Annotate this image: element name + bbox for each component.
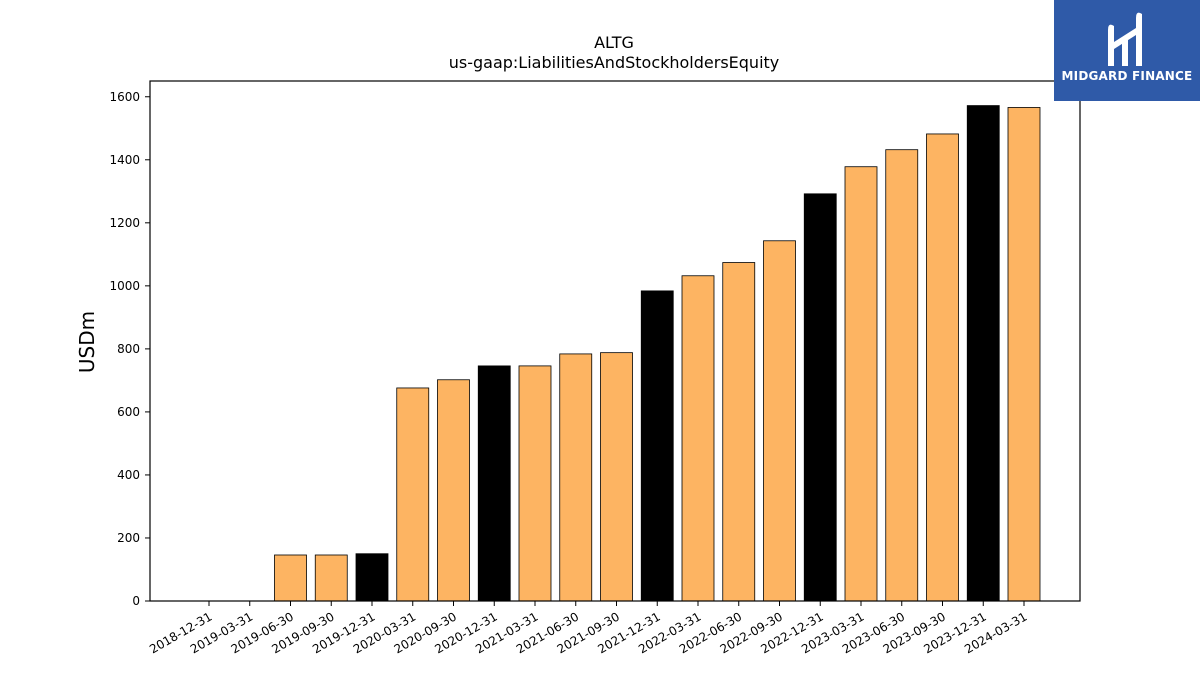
- bar-2023-09-30: [926, 133, 959, 602]
- bar-2020-09-30: [437, 379, 470, 602]
- bar-2023-06-30: [885, 149, 919, 602]
- bar-2022-06-30: [722, 262, 756, 602]
- bars-group: [274, 105, 1041, 602]
- plot-frame: [149, 80, 1081, 602]
- y-tick-label: 600: [117, 405, 140, 419]
- y-tick-label: 1600: [109, 90, 140, 104]
- y-tick-label: 1200: [109, 216, 140, 230]
- y-tick-label: 400: [117, 468, 140, 482]
- y-tick-label: 200: [117, 531, 140, 545]
- y-tick-label: 1000: [109, 279, 140, 293]
- bar-2022-12-31: [803, 193, 837, 602]
- y-tick-label: 0: [132, 594, 140, 608]
- bar-2021-03-31: [518, 365, 552, 602]
- bar-2024-03-31: [1007, 107, 1041, 602]
- bar-2021-09-30: [600, 352, 633, 602]
- logo-mark-icon: [1108, 12, 1142, 67]
- y-axis: 0 200 400 600 800 1000 1200 1400 1600: [109, 90, 150, 608]
- bar-2019-12-31: [355, 553, 389, 602]
- y-tick-label: 800: [117, 342, 140, 356]
- bar-2022-03-31: [681, 275, 715, 602]
- bar-2020-03-31: [396, 387, 430, 602]
- bar-2021-06-30: [559, 353, 593, 602]
- midgard-finance-logo: MIDGARD FINANCE: [1054, 0, 1200, 101]
- chart-subtitle: us-gaap:LiabilitiesAndStockholdersEquity: [449, 53, 780, 72]
- bar-2023-12-31: [966, 105, 1000, 602]
- y-axis-label: USDm: [75, 311, 99, 373]
- bar-2021-12-31: [640, 290, 674, 602]
- y-tick-label: 1400: [109, 153, 140, 167]
- bar-2020-12-31: [477, 365, 511, 602]
- bar-2019-09-30: [314, 554, 348, 602]
- x-axis: 2018-12-312019-03-312019-06-302019-09-30…: [147, 601, 1030, 656]
- logo-text: MIDGARD FINANCE: [1061, 69, 1193, 83]
- bar-2019-06-30: [274, 554, 307, 602]
- bar-2022-09-30: [763, 240, 796, 602]
- chart-title: ALTG: [594, 33, 634, 52]
- bar-2023-03-31: [844, 166, 878, 602]
